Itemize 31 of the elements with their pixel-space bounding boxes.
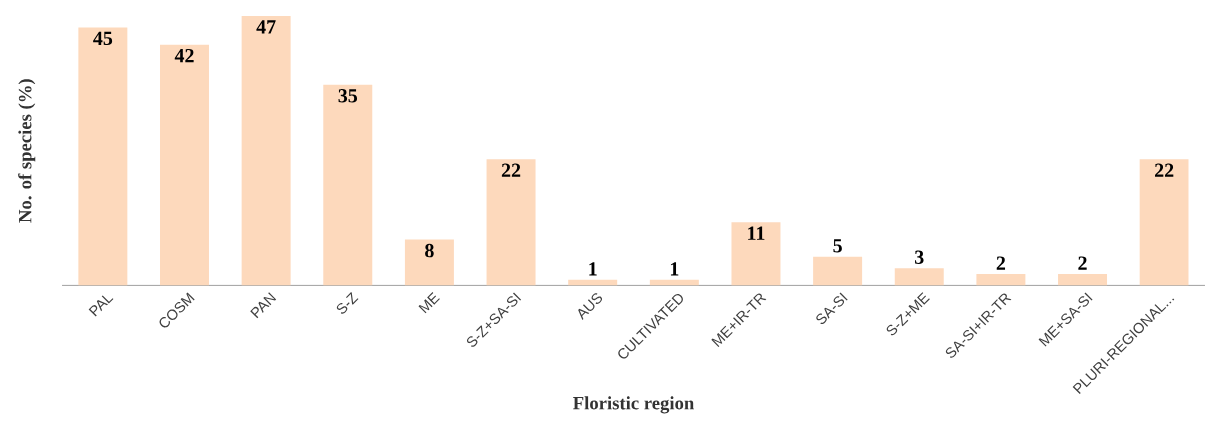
bar bbox=[1058, 273, 1108, 286]
data-label: 2 bbox=[1078, 256, 1087, 270]
x-tick-label: PAL bbox=[88, 295, 114, 317]
data-label: 47 bbox=[256, 20, 276, 34]
data-label: 1 bbox=[670, 261, 679, 276]
x-tick-label: ME bbox=[418, 291, 440, 314]
bar bbox=[323, 84, 373, 286]
x-tick-label: S-Z bbox=[336, 291, 359, 314]
data-label: 1 bbox=[589, 261, 597, 276]
data-label: 22 bbox=[1155, 163, 1174, 177]
bar bbox=[813, 256, 863, 286]
bar bbox=[241, 15, 291, 286]
bar bbox=[731, 222, 781, 286]
data-label: 42 bbox=[174, 48, 194, 62]
bar bbox=[160, 44, 209, 286]
data-label: 8 bbox=[425, 243, 434, 258]
data-label: 45 bbox=[93, 31, 113, 45]
data-label: 2 bbox=[996, 256, 1006, 270]
data-label: 22 bbox=[501, 163, 521, 177]
data-label: 35 bbox=[338, 88, 358, 103]
bar bbox=[78, 27, 128, 286]
bar bbox=[1139, 159, 1189, 286]
data-label: 11 bbox=[748, 226, 765, 240]
data-label: 5 bbox=[833, 238, 842, 253]
y-axis-title: No. of species (%) bbox=[18, 78, 36, 223]
bar bbox=[976, 273, 1026, 286]
data-label: 3 bbox=[915, 250, 924, 264]
bar bbox=[486, 159, 536, 286]
x-axis-title: Floristic region bbox=[573, 396, 695, 414]
bar bbox=[404, 239, 454, 286]
bar bbox=[894, 267, 944, 286]
